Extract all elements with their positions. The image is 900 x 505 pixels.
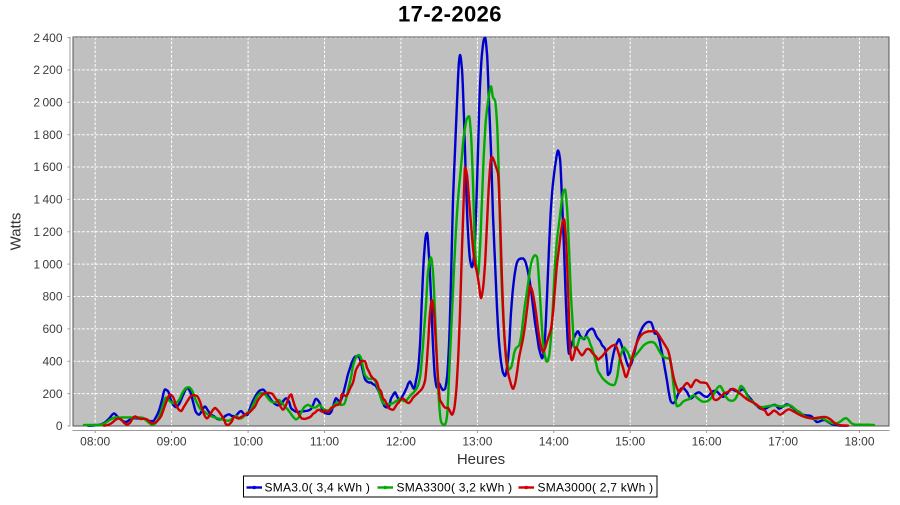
- svg-text:1 800: 1 800: [33, 128, 62, 142]
- svg-text:17-2-2026: 17-2-2026: [398, 2, 502, 27]
- svg-text:1 600: 1 600: [33, 160, 62, 174]
- svg-text:600: 600: [42, 322, 62, 336]
- svg-text:SMA3.0( 3,4 kWh ): SMA3.0( 3,4 kWh ): [265, 481, 371, 495]
- svg-text:14:00: 14:00: [539, 434, 569, 448]
- svg-text:10:00: 10:00: [233, 434, 263, 448]
- svg-text:11:00: 11:00: [310, 434, 339, 448]
- svg-text:Watts: Watts: [8, 213, 25, 251]
- svg-text:13:00: 13:00: [462, 434, 492, 448]
- svg-text:200: 200: [42, 387, 62, 401]
- svg-text:SMA3000( 2,7 kWh ): SMA3000( 2,7 kWh ): [538, 481, 654, 495]
- svg-text:08:00: 08:00: [80, 434, 110, 448]
- svg-text:17:00: 17:00: [768, 434, 798, 448]
- svg-text:18:00: 18:00: [844, 434, 874, 448]
- svg-text:2 400: 2 400: [33, 31, 62, 45]
- svg-text:2 200: 2 200: [33, 63, 62, 77]
- svg-text:0: 0: [56, 419, 63, 433]
- svg-text:800: 800: [42, 290, 62, 304]
- svg-text:12:00: 12:00: [386, 434, 416, 448]
- svg-text:SMA3300( 3,2 kWh ): SMA3300( 3,2 kWh ): [397, 481, 513, 495]
- svg-text:Heures: Heures: [457, 451, 505, 468]
- svg-text:2 000: 2 000: [33, 96, 62, 110]
- svg-text:1 200: 1 200: [33, 225, 62, 239]
- svg-text:1 000: 1 000: [33, 257, 62, 271]
- svg-text:400: 400: [42, 355, 62, 369]
- svg-text:1 400: 1 400: [33, 193, 62, 207]
- svg-text:09:00: 09:00: [157, 434, 187, 448]
- svg-text:16:00: 16:00: [692, 434, 722, 448]
- svg-text:15:00: 15:00: [615, 434, 645, 448]
